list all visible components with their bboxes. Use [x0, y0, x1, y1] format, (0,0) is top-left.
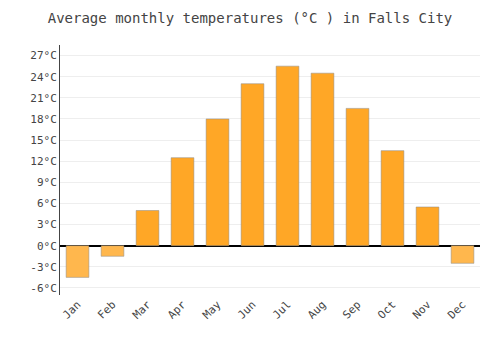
svg-text:Oct: Oct — [375, 298, 398, 321]
svg-text:Aug: Aug — [305, 298, 328, 321]
svg-text:Dec: Dec — [445, 298, 468, 321]
svg-text:9°C: 9°C — [37, 176, 57, 189]
svg-text:27°C: 27°C — [30, 49, 57, 62]
svg-text:Mar: Mar — [130, 298, 154, 322]
svg-text:15°C: 15°C — [30, 134, 57, 147]
svg-text:Jan: Jan — [60, 298, 83, 321]
svg-text:Sep: Sep — [340, 298, 363, 321]
svg-text:24°C: 24°C — [30, 71, 57, 84]
svg-text:Apr: Apr — [165, 298, 189, 322]
svg-text:Jun: Jun — [235, 298, 258, 321]
svg-text:Average monthly temperatures (: Average monthly temperatures (°C ) in Fa… — [48, 10, 453, 26]
svg-text:6°C: 6°C — [37, 197, 57, 210]
svg-text:-3°C: -3°C — [30, 261, 57, 274]
svg-text:12°C: 12°C — [30, 155, 57, 168]
svg-text:21°C: 21°C — [30, 92, 57, 105]
svg-text:18°C: 18°C — [30, 113, 57, 126]
svg-text:0°C: 0°C — [37, 240, 57, 253]
svg-text:3°C: 3°C — [37, 218, 57, 231]
svg-text:Feb: Feb — [95, 298, 118, 321]
svg-text:May: May — [200, 298, 224, 322]
svg-text:Jul: Jul — [270, 298, 293, 321]
svg-text:Nov: Nov — [410, 298, 434, 322]
svg-text:-6°C: -6°C — [30, 282, 57, 295]
